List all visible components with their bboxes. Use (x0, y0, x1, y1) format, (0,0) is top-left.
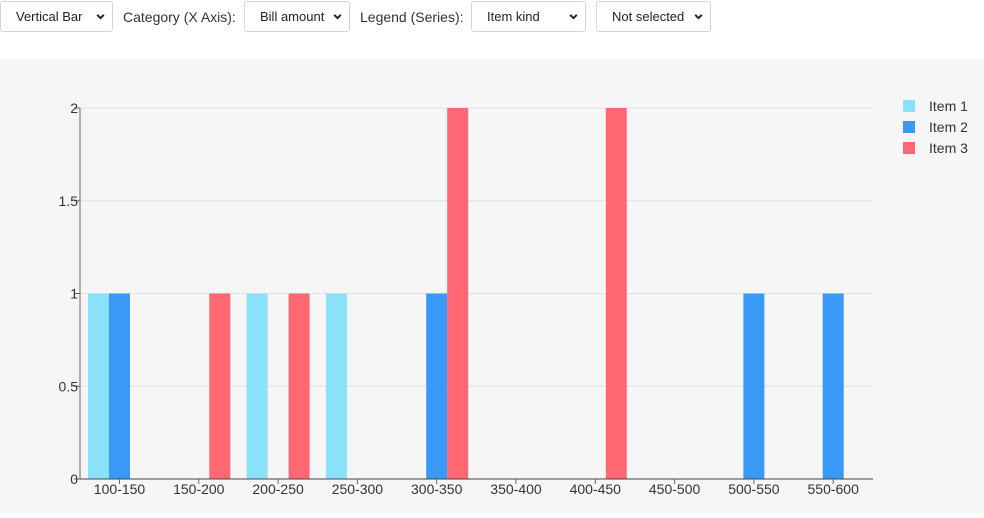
x-tick-label: 450-500 (649, 481, 701, 497)
y-tick-label: 0 (70, 471, 78, 487)
chart-area: 0 0.5 1 1.5 2 100-150 150-200 200-250 250-300 300… (0, 59, 984, 513)
legend-swatch (903, 142, 915, 154)
x-tick-label: 350-400 (490, 481, 542, 497)
toolbar: Vertical Bar Category (X Axis): Bill amo… (0, 0, 984, 58)
legend-swatch (903, 121, 915, 133)
chart-type-select[interactable]: Vertical Bar (0, 1, 113, 32)
legend-label: Legend (Series): (360, 9, 464, 25)
chevron-down-icon (333, 14, 342, 20)
y-tick-label: 2 (70, 100, 78, 116)
bar (246, 293, 268, 479)
bar (447, 108, 469, 479)
x-tick-label: 200-250 (252, 481, 304, 497)
bar (605, 108, 627, 479)
chevron-down-icon (569, 14, 578, 20)
x-tick-label: 300-350 (411, 481, 463, 497)
bar (426, 293, 448, 479)
legend-swatch (903, 100, 915, 112)
category-label: Category (X Axis): (123, 9, 236, 25)
bar (743, 293, 765, 479)
bar (209, 293, 231, 479)
chart-type-value: Vertical Bar (16, 9, 83, 24)
chevron-down-icon (96, 14, 105, 20)
chevron-down-icon (694, 14, 703, 20)
category-select[interactable]: Bill amount (244, 1, 350, 32)
x-tick-label: 550-600 (808, 481, 860, 497)
bar (288, 293, 310, 479)
y-tick-label: 0.5 (59, 378, 79, 394)
bar (822, 293, 844, 479)
legend-value: Item kind (487, 9, 540, 24)
category-value: Bill amount (260, 9, 325, 24)
x-tick-label: 100-150 (94, 481, 146, 497)
legend-label: Item 1 (929, 98, 968, 114)
y-tick-label: 1.5 (59, 193, 79, 209)
extra-value: Not selected (612, 9, 685, 24)
y-tick-label: 1 (70, 286, 78, 302)
bar (88, 293, 109, 479)
x-tick-label: 500-550 (728, 481, 780, 497)
bar (325, 293, 347, 479)
bar-chart: 0 0.5 1 1.5 2 100-150 150-200 200-250 250-300 300… (59, 98, 969, 497)
legend-select[interactable]: Item kind (471, 1, 586, 32)
legend-label: Item 3 (929, 140, 968, 156)
x-tick-label: 250-300 (332, 481, 384, 497)
legend-label: Item 2 (929, 119, 968, 135)
bar (109, 293, 130, 479)
extra-select[interactable]: Not selected (596, 1, 711, 32)
x-tick-label: 150-200 (173, 481, 225, 497)
x-tick-label: 400-450 (570, 481, 622, 497)
